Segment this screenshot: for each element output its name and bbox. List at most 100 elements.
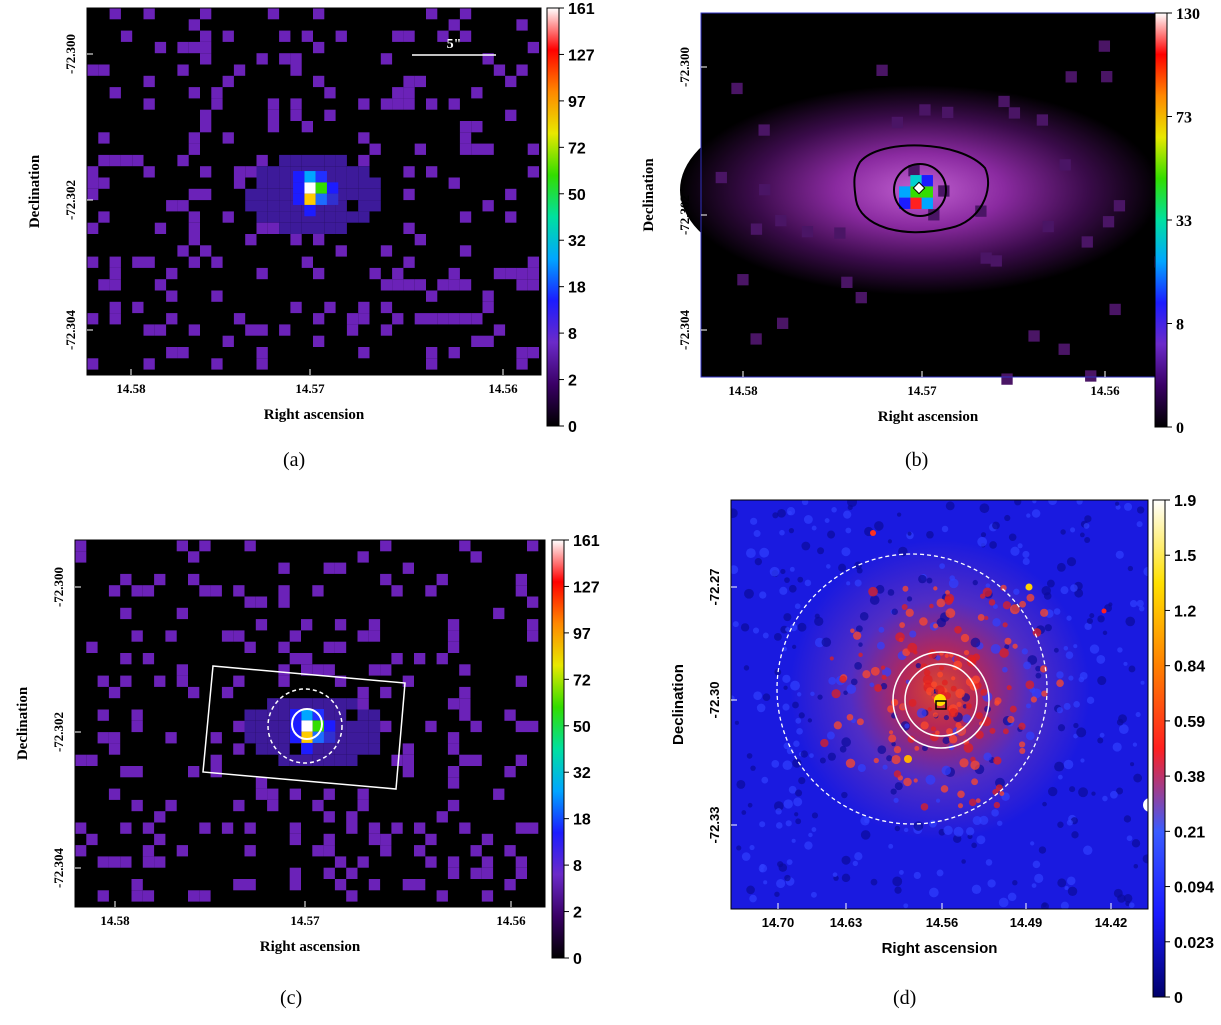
image-pixel: [380, 301, 393, 314]
image-pixel: [120, 822, 132, 834]
image-pixel: [290, 301, 302, 314]
image-pixel: [86, 754, 98, 766]
image-pixel: [380, 324, 393, 336]
image-pixel: [335, 30, 347, 42]
noise-blob: [903, 827, 909, 833]
emission-blob: [949, 653, 954, 658]
image-pixel: [402, 754, 414, 766]
noise-blob: [846, 684, 857, 694]
noise-blob: [795, 818, 802, 825]
image-pixel: [834, 227, 846, 239]
emission-blob: [1012, 643, 1018, 649]
image-pixel: [142, 822, 155, 834]
image-pixel: [515, 754, 527, 766]
image-pixel: [505, 109, 517, 121]
image-pixel: [131, 766, 143, 778]
noise-blob: [791, 838, 796, 843]
image-pixel: [357, 799, 369, 812]
image-pixel: [301, 211, 313, 223]
emission-blob: [954, 625, 962, 634]
image-pixel: [1028, 330, 1040, 342]
noise-blob: [1069, 786, 1076, 793]
panel-a: 5" 14.58 14.57 14.56 -72.300 -72.302 -72.304 R…: [0, 0, 610, 480]
image-pixel: [267, 788, 279, 800]
image-pixel: [188, 890, 200, 902]
image-pixel: [154, 279, 167, 291]
image-pixel: [380, 540, 392, 552]
x-tick-label: 14.56: [926, 915, 959, 930]
image-pixel: [313, 75, 325, 88]
image-pixel: [358, 98, 370, 110]
emission-blob: [945, 608, 956, 619]
image-pixel: [357, 630, 369, 642]
image-pixel: [244, 732, 256, 744]
noise-blob: [786, 507, 796, 516]
image-pixel: [380, 98, 393, 110]
image-pixel: [758, 124, 770, 136]
image-pixel: [244, 709, 256, 721]
image-pixel: [380, 686, 392, 699]
source-pixel: [921, 197, 933, 209]
image-pixel: [267, 109, 280, 121]
point-source: [870, 530, 876, 536]
image-area: [680, 13, 1166, 385]
image-pixel: [143, 324, 155, 336]
emission-blob: [1000, 584, 1007, 591]
image-pixel: [120, 653, 132, 665]
point-source: [1143, 798, 1148, 812]
image-pixel: [233, 313, 246, 325]
image-pixel: [414, 879, 426, 891]
emission-blob: [1009, 705, 1017, 713]
image-pixel: [403, 166, 415, 178]
noise-blob: [852, 860, 858, 867]
image-pixel: [324, 87, 336, 99]
source-pixel: [293, 171, 305, 183]
noise-blob: [922, 745, 928, 752]
image-pixel: [131, 720, 143, 733]
image-pixel: [267, 698, 279, 710]
image-pixel: [414, 234, 426, 246]
image-pixel: [108, 732, 121, 744]
noise-blob: [785, 820, 792, 827]
source-pixel: [290, 731, 302, 743]
image-pixel: [210, 585, 222, 597]
image-pixel: [267, 200, 280, 212]
noise-blob: [754, 558, 762, 566]
noise-blob: [891, 608, 898, 615]
noise-blob: [860, 816, 870, 826]
image-pixel: [437, 30, 449, 42]
image-pixel: [132, 256, 144, 268]
image-pixel: [312, 698, 324, 710]
image-pixel: [403, 222, 415, 234]
noise-blob: [804, 579, 812, 587]
overlay-b: [853, 144, 990, 234]
plot-frame: [86, 7, 542, 376]
emission-blob: [850, 628, 855, 633]
noise-blob: [736, 845, 742, 851]
image-area: [75, 540, 545, 907]
colorbar-tick-label: 32: [573, 765, 591, 782]
image-pixel: [516, 347, 528, 359]
emission-blob: [936, 598, 946, 608]
emission-blob: [971, 778, 979, 786]
emission-blob: [975, 798, 981, 804]
emission-blob: [957, 790, 965, 799]
colorbar-tick-label: 0: [1176, 420, 1184, 437]
noise-blob: [798, 712, 805, 719]
emission-blob: [1025, 680, 1035, 690]
noise-blob: [876, 641, 885, 650]
colorbar-tick-label: 0.38: [1174, 769, 1205, 786]
noise-blob: [798, 776, 806, 785]
image-pixel: [278, 596, 290, 608]
image-pixel: [334, 675, 347, 687]
image-pixel: [200, 53, 212, 65]
image-pixel: [132, 154, 144, 167]
noise-blob: [1065, 651, 1074, 659]
noise-blob: [1064, 885, 1069, 891]
image-pixel: [437, 313, 449, 325]
noise-blob: [1123, 893, 1133, 903]
image-pixel: [323, 698, 335, 710]
noise-blob: [1042, 902, 1047, 907]
noise-blob: [761, 776, 769, 784]
emission-blob: [930, 726, 937, 732]
